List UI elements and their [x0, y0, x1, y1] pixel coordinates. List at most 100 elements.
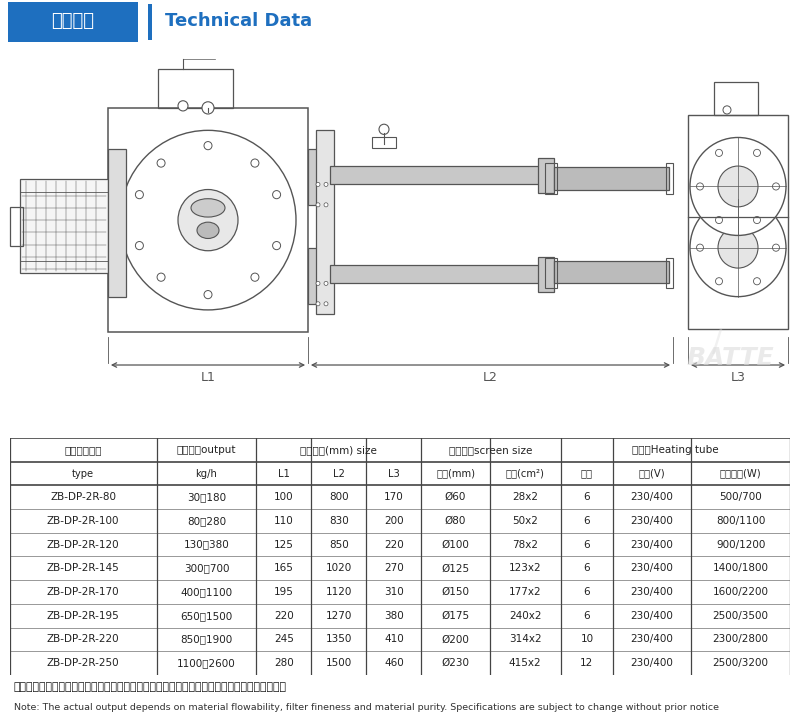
- Circle shape: [135, 190, 143, 199]
- Text: 110: 110: [274, 516, 294, 526]
- Text: 1400/1800: 1400/1800: [713, 564, 769, 573]
- Text: 195: 195: [274, 587, 294, 597]
- Text: 410: 410: [384, 635, 404, 644]
- Bar: [330, 166, 545, 185]
- Text: type: type: [72, 469, 94, 478]
- Text: 1500: 1500: [326, 658, 352, 668]
- Bar: [20, 180, 108, 273]
- Text: 170: 170: [384, 493, 404, 502]
- Text: 加热功率(W): 加热功率(W): [720, 469, 762, 478]
- Circle shape: [773, 244, 779, 251]
- Text: 240x2: 240x2: [509, 611, 542, 620]
- Circle shape: [120, 131, 296, 310]
- Circle shape: [316, 281, 320, 286]
- Circle shape: [324, 202, 328, 207]
- Text: ZB-DP-2R-145: ZB-DP-2R-145: [46, 564, 119, 573]
- Text: 460: 460: [384, 658, 404, 668]
- Text: 1350: 1350: [326, 635, 352, 644]
- Circle shape: [715, 210, 722, 218]
- Text: 1100～2600: 1100～2600: [177, 658, 236, 668]
- Text: 400～1100: 400～1100: [180, 587, 233, 597]
- Bar: [10, 207, 23, 246]
- Text: 加热器Heating tube: 加热器Heating tube: [632, 445, 719, 454]
- Text: 数量: 数量: [581, 469, 593, 478]
- Text: 6: 6: [583, 516, 590, 526]
- Circle shape: [718, 166, 758, 207]
- Circle shape: [178, 101, 188, 111]
- Circle shape: [178, 190, 238, 251]
- Text: Ø60: Ø60: [445, 493, 466, 502]
- Circle shape: [715, 216, 722, 223]
- Circle shape: [157, 159, 165, 167]
- Text: ZB-DP-2R-170: ZB-DP-2R-170: [47, 587, 119, 597]
- Text: 650～1500: 650～1500: [180, 611, 233, 620]
- Text: ZB-DP-2R-100: ZB-DP-2R-100: [47, 516, 119, 526]
- Text: 314x2: 314x2: [509, 635, 542, 644]
- Text: Technical Data: Technical Data: [165, 12, 312, 30]
- Text: 230/400: 230/400: [630, 516, 674, 526]
- Bar: [538, 257, 554, 292]
- Text: 415x2: 415x2: [509, 658, 542, 668]
- Text: 30～180: 30～180: [187, 493, 226, 502]
- Circle shape: [690, 137, 786, 236]
- Text: 125: 125: [274, 540, 294, 549]
- Text: ZB-DP-2R-80: ZB-DP-2R-80: [50, 493, 116, 502]
- Text: Ø100: Ø100: [442, 540, 470, 549]
- Text: 123x2: 123x2: [509, 564, 542, 573]
- Text: 500/700: 500/700: [719, 493, 762, 502]
- Circle shape: [324, 182, 328, 187]
- Text: L2: L2: [333, 469, 345, 478]
- Text: 28x2: 28x2: [512, 493, 538, 502]
- Text: 100: 100: [274, 493, 294, 502]
- Text: 2300/2800: 2300/2800: [713, 635, 769, 644]
- Bar: [538, 158, 554, 192]
- Text: 相关产量output: 相关产量output: [177, 445, 236, 454]
- Text: 2500/3500: 2500/3500: [713, 611, 769, 620]
- Text: /: /: [712, 327, 722, 357]
- Circle shape: [135, 241, 143, 250]
- Circle shape: [324, 281, 328, 286]
- Text: 280: 280: [274, 658, 294, 668]
- Bar: [554, 167, 669, 190]
- Text: 6: 6: [583, 493, 590, 502]
- Text: 230/400: 230/400: [630, 540, 674, 549]
- Bar: [308, 149, 330, 205]
- Circle shape: [718, 228, 758, 268]
- Text: 800: 800: [329, 493, 349, 502]
- Text: 230/400: 230/400: [630, 635, 674, 644]
- Circle shape: [379, 124, 389, 134]
- Text: ZB-DP-2R-195: ZB-DP-2R-195: [46, 611, 119, 620]
- Circle shape: [697, 244, 703, 251]
- Bar: [308, 248, 330, 304]
- Text: L2: L2: [482, 371, 498, 384]
- Text: ZB-DP-2R-220: ZB-DP-2R-220: [47, 635, 119, 644]
- Text: Ø150: Ø150: [442, 587, 470, 597]
- Bar: [108, 108, 308, 332]
- Text: Ø200: Ø200: [442, 635, 470, 644]
- Text: Ø230: Ø230: [442, 658, 470, 668]
- Text: 830: 830: [329, 516, 349, 526]
- Circle shape: [316, 182, 320, 187]
- Text: 轮廓尺寸(mm) size: 轮廓尺寸(mm) size: [300, 445, 378, 454]
- Text: L1: L1: [201, 371, 215, 384]
- Bar: [148, 4, 152, 40]
- Bar: [545, 163, 557, 194]
- Text: 2500/3200: 2500/3200: [713, 658, 769, 668]
- Text: BATTE: BATTE: [686, 346, 774, 370]
- Bar: [8, 2, 138, 42]
- Text: Ø125: Ø125: [442, 564, 470, 573]
- Text: 165: 165: [274, 564, 294, 573]
- Circle shape: [316, 302, 320, 306]
- Circle shape: [316, 202, 320, 207]
- Text: 230/400: 230/400: [630, 493, 674, 502]
- Bar: [316, 131, 334, 314]
- Circle shape: [251, 273, 259, 281]
- Text: 直径(mm): 直径(mm): [436, 469, 475, 478]
- Bar: [545, 258, 557, 289]
- Text: L3: L3: [388, 469, 400, 478]
- Text: 270: 270: [384, 564, 404, 573]
- Bar: [688, 115, 788, 330]
- Circle shape: [251, 159, 259, 167]
- Circle shape: [754, 216, 761, 223]
- Text: ZB-DP-2R-250: ZB-DP-2R-250: [47, 658, 119, 668]
